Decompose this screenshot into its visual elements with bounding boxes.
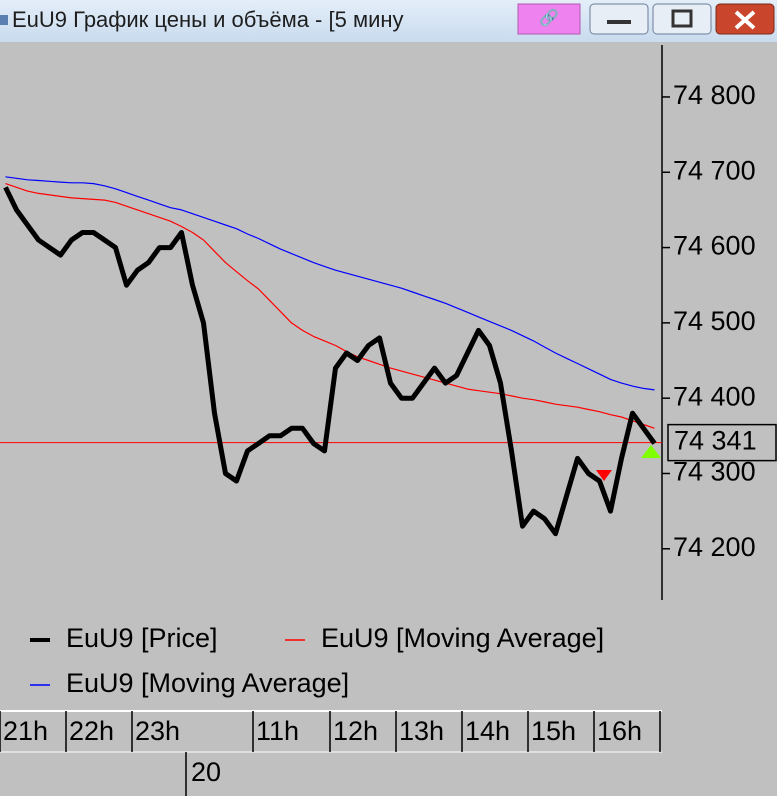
series-line <box>3 186 657 537</box>
x-tick-label: 22h <box>69 716 114 746</box>
y-tick-label: 74 200 <box>673 532 756 562</box>
minimize-icon <box>607 20 631 24</box>
legend-label: EuU9 [Moving Average] <box>321 623 604 653</box>
close-icon <box>734 10 756 30</box>
minimize-button[interactable] <box>589 3 649 35</box>
y-tick-label: 74 300 <box>673 457 756 487</box>
y-tick-label: 74 800 <box>673 80 756 110</box>
last-value-box <box>667 423 777 462</box>
y-tick-label: 74 700 <box>673 155 756 185</box>
last-value-label: 74 341 <box>674 426 757 456</box>
y-tick-label: 74 600 <box>673 231 756 261</box>
maximize-button[interactable] <box>652 3 712 35</box>
chart-background <box>0 42 777 796</box>
x-tick-label: 13h <box>399 716 444 746</box>
maximize-icon <box>671 9 693 28</box>
x-tick-label: 16h <box>597 716 642 746</box>
series-line <box>5 183 655 429</box>
x-tick-label: 14h <box>465 716 510 746</box>
x-tick-label: 11h <box>256 716 299 746</box>
sell-signal <box>596 470 612 481</box>
legend-label: EuU9 [Price] <box>66 623 218 653</box>
legend-label: EuU9 [Moving Average] <box>66 668 349 698</box>
link-button[interactable] <box>517 3 581 35</box>
y-tick-label: 74 400 <box>673 381 756 411</box>
x-tick-label: 15h <box>531 716 576 746</box>
buy-signal <box>641 445 661 458</box>
app-icon <box>0 15 8 25</box>
x-tick-label: 12h <box>333 716 378 746</box>
x-tick-label: 23h <box>135 716 180 746</box>
y-tick-label: 74 500 <box>673 306 756 336</box>
x-tick-label: 21h <box>3 716 48 746</box>
window-title: EuU9 График цены и объёма - [5 мину <box>12 7 404 32</box>
date-label: 20 <box>191 757 221 787</box>
series-line <box>5 176 655 391</box>
link-icon: 🔗 <box>539 8 559 27</box>
